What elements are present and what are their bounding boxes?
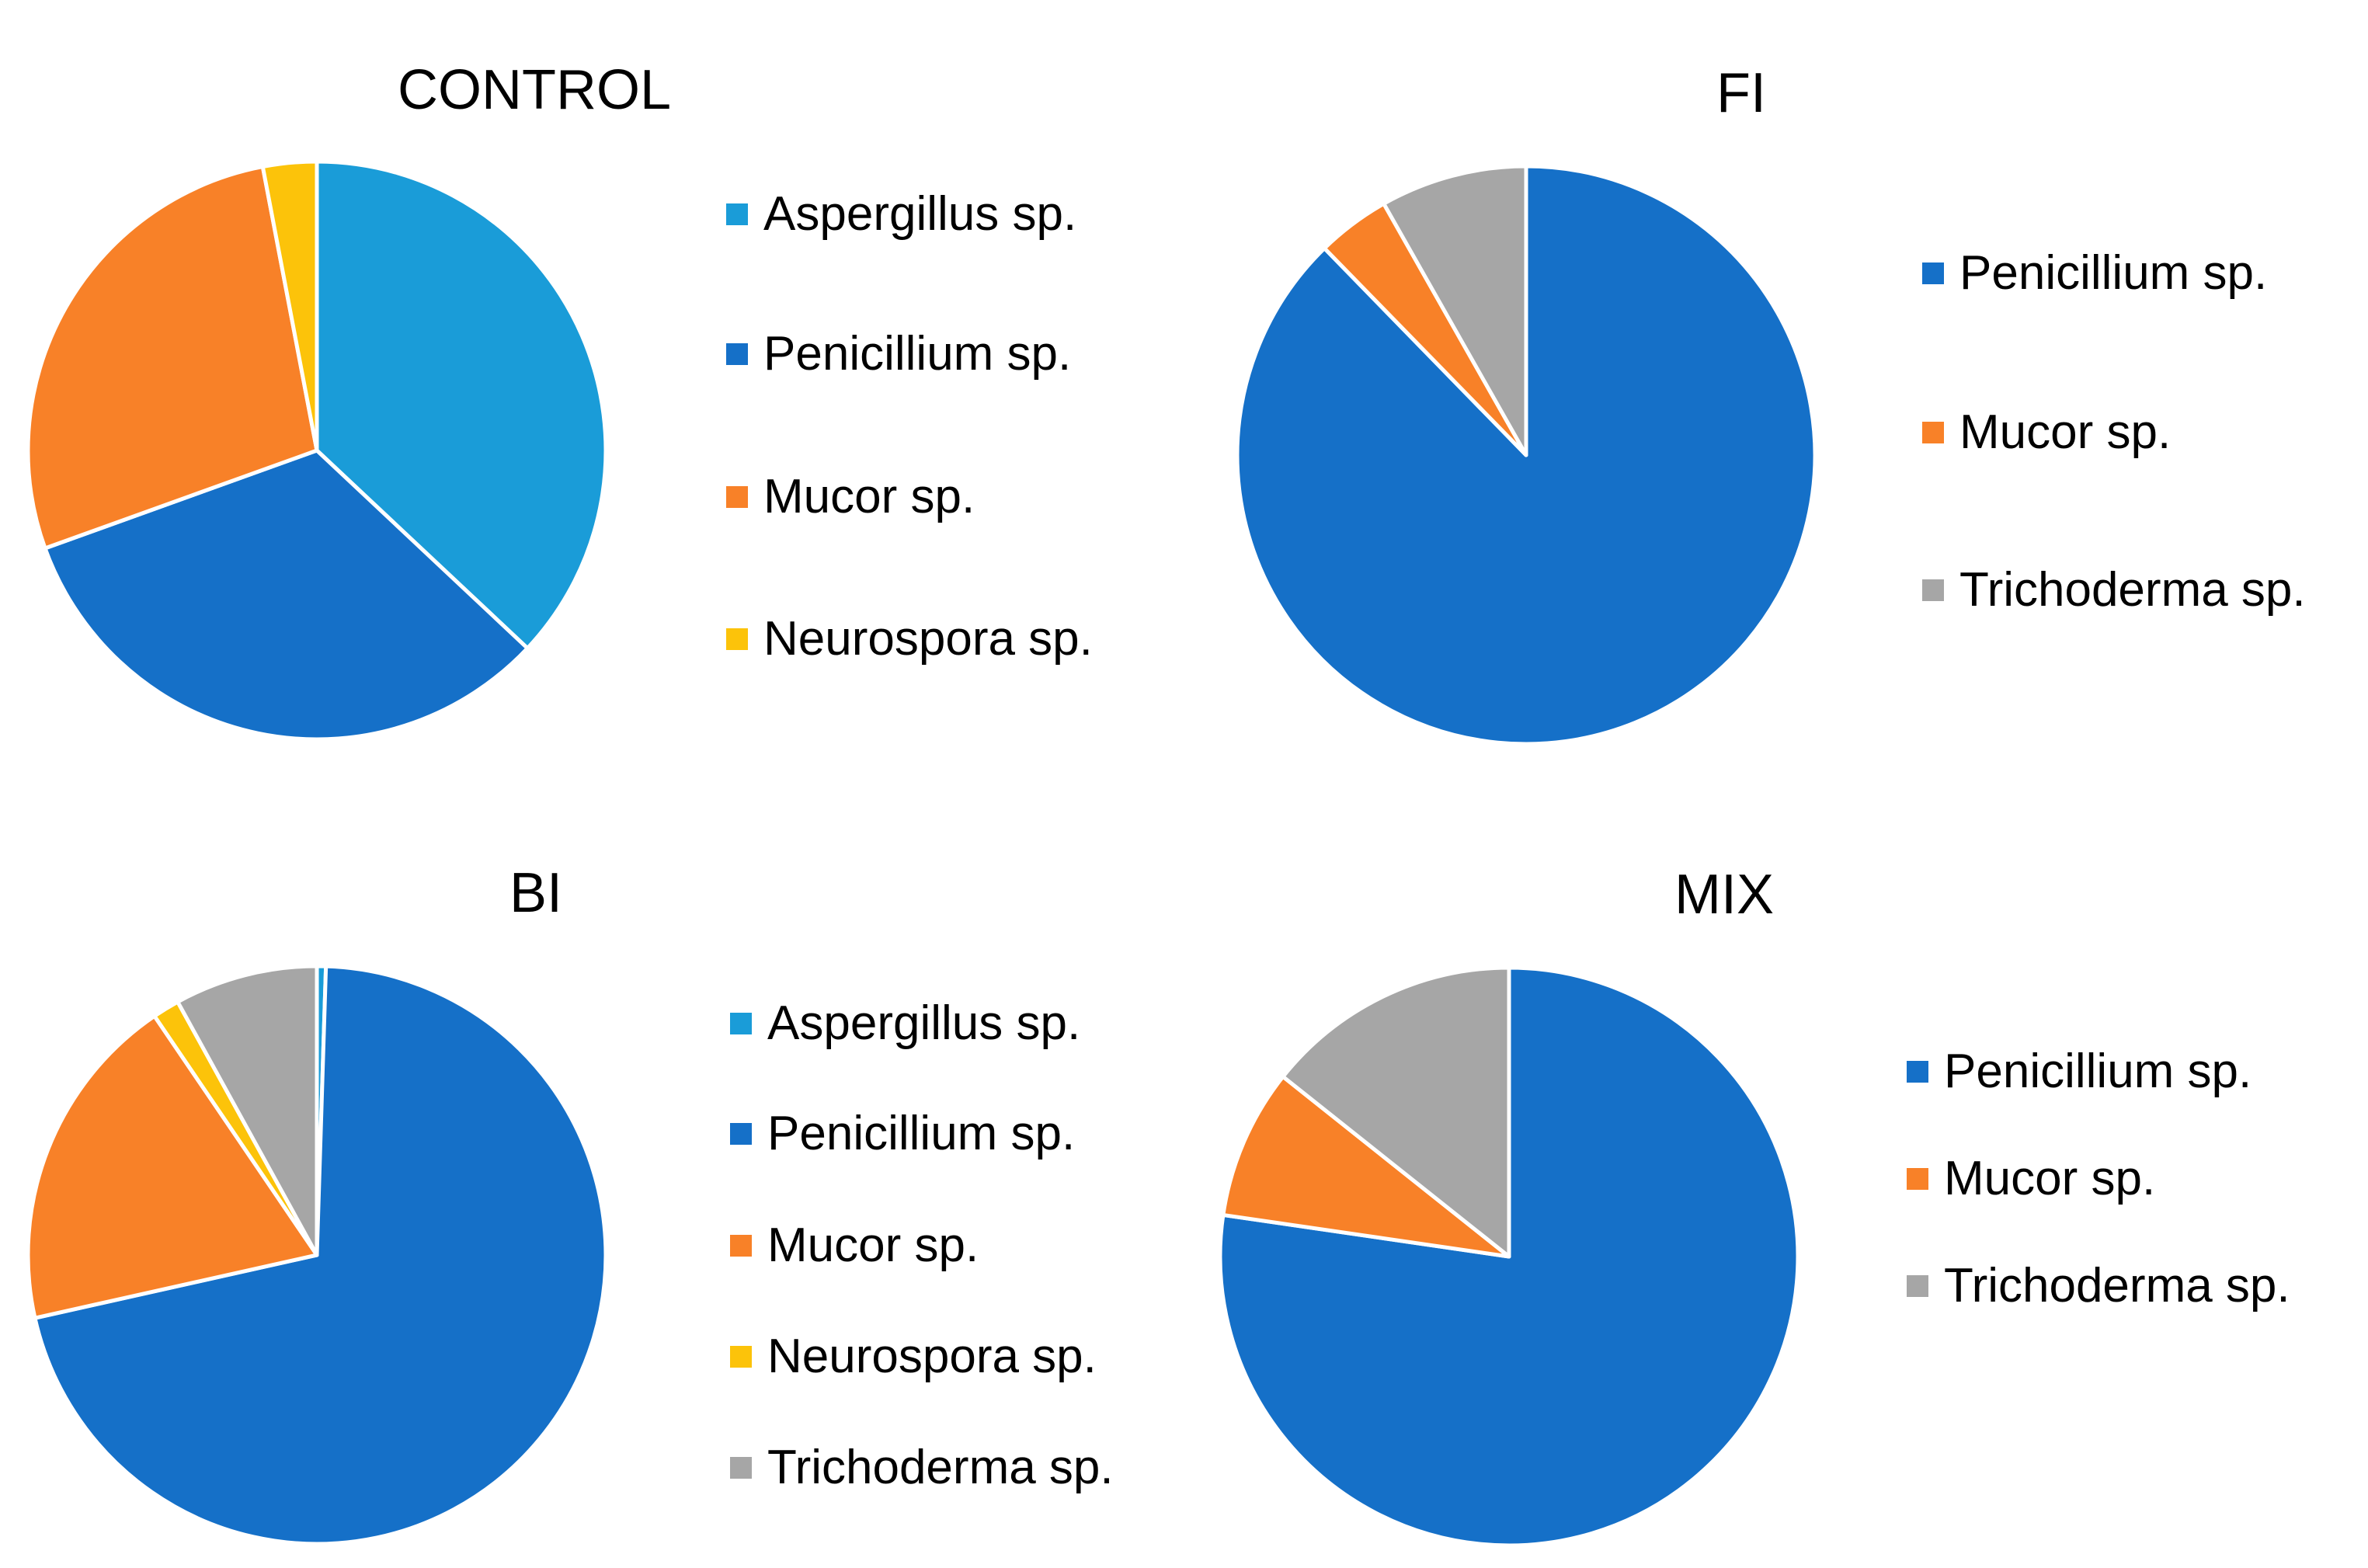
chart-title-control: CONTROL: [397, 59, 672, 121]
legend-label: Neurospora sp.: [767, 1330, 1097, 1383]
legend-label: Aspergillus sp.: [767, 996, 1081, 1050]
chart-title-bi: BI: [509, 862, 563, 924]
legend-swatch-mucor-sp: [1922, 422, 1944, 443]
pie-slice-penicillium-sp: [33, 964, 608, 1546]
pie-slice-mucor-sp: [1221, 1074, 1511, 1259]
legend-swatch-penicillium-sp: [726, 343, 748, 365]
legend-item-neurospora-sp: Neurospora sp.: [730, 1330, 1097, 1384]
legend-label: Mucor sp.: [763, 470, 975, 523]
pie-chart-mix: [1218, 965, 1800, 1548]
legend-item-trichoderma-sp: Trichoderma sp.: [1907, 1259, 2290, 1313]
legend-swatch-trichoderma-sp: [730, 1457, 752, 1479]
legend-item-trichoderma-sp: Trichoderma sp.: [730, 1441, 1114, 1495]
legend-swatch-neurospora-sp: [730, 1346, 752, 1368]
pie-chart-bi: [26, 964, 608, 1546]
legend-item-neurospora-sp: Neurospora sp.: [726, 612, 1093, 666]
legend-swatch-trichoderma-sp: [1907, 1275, 1928, 1297]
legend-label: Penicillium sp.: [763, 327, 1072, 381]
pie-slice-neurospora-sp: [260, 159, 319, 453]
pie-chart-fi: [1235, 164, 1817, 746]
legend-item-penicillium-sp: Penicillium sp.: [1922, 246, 2267, 301]
legend-swatch-aspergillus-sp: [726, 203, 748, 225]
pie-slice-mucor-sp: [26, 1013, 319, 1320]
legend-label: Mucor sp.: [1944, 1152, 2156, 1205]
chart-title-fi: FI: [1716, 62, 1766, 124]
legend-swatch-mucor-sp: [1907, 1168, 1928, 1190]
legend-label: Penicillium sp.: [767, 1107, 1076, 1160]
pie-slice-mucor-sp: [26, 165, 319, 551]
legend-label: Trichoderma sp.: [1944, 1259, 2290, 1312]
pie-slice-trichoderma-sp: [1281, 965, 1511, 1259]
legend-swatch-penicillium-sp: [1907, 1061, 1928, 1083]
pie-slice-trichoderma-sp: [1382, 164, 1528, 457]
legend-item-penicillium-sp: Penicillium sp.: [726, 327, 1071, 381]
legend-item-aspergillus-sp: Aspergillus sp.: [726, 187, 1076, 242]
legend-swatch-aspergillus-sp: [730, 1013, 752, 1034]
legend-item-mucor-sp: Mucor sp.: [1907, 1152, 2155, 1206]
legend-label: Neurospora sp.: [763, 612, 1093, 666]
legend-item-penicillium-sp: Penicillium sp.: [730, 1107, 1075, 1161]
legend-swatch-mucor-sp: [726, 486, 748, 508]
pie-slice-trichoderma-sp: [176, 964, 319, 1257]
pie-slice-aspergillus-sp: [315, 159, 608, 651]
pie-chart-control: [26, 159, 608, 742]
legend-item-mucor-sp: Mucor sp.: [1922, 405, 2171, 460]
chart-title-mix: MIX: [1674, 864, 1775, 926]
legend-swatch-mucor-sp: [730, 1235, 752, 1257]
legend-item-penicillium-sp: Penicillium sp.: [1907, 1045, 2252, 1099]
legend-swatch-trichoderma-sp: [1922, 579, 1944, 601]
legend-label: Penicillium sp.: [1959, 246, 2268, 300]
legend-item-trichoderma-sp: Trichoderma sp.: [1922, 563, 2306, 617]
legend-label: Aspergillus sp.: [763, 187, 1077, 241]
legend-swatch-penicillium-sp: [1922, 262, 1944, 284]
pie-slice-penicillium-sp: [43, 448, 530, 742]
legend-item-aspergillus-sp: Aspergillus sp.: [730, 996, 1080, 1051]
legend-item-mucor-sp: Mucor sp.: [726, 470, 975, 524]
legend-label: Penicillium sp.: [1944, 1045, 2252, 1098]
legend-label: Trichoderma sp.: [1959, 563, 2306, 617]
legend-label: Mucor sp.: [767, 1219, 979, 1272]
legend-item-mucor-sp: Mucor sp.: [730, 1219, 979, 1273]
legend-swatch-penicillium-sp: [730, 1123, 752, 1145]
legend-swatch-neurospora-sp: [726, 628, 748, 650]
legend-label: Mucor sp.: [1959, 405, 2172, 459]
legend-label: Trichoderma sp.: [767, 1441, 1114, 1494]
